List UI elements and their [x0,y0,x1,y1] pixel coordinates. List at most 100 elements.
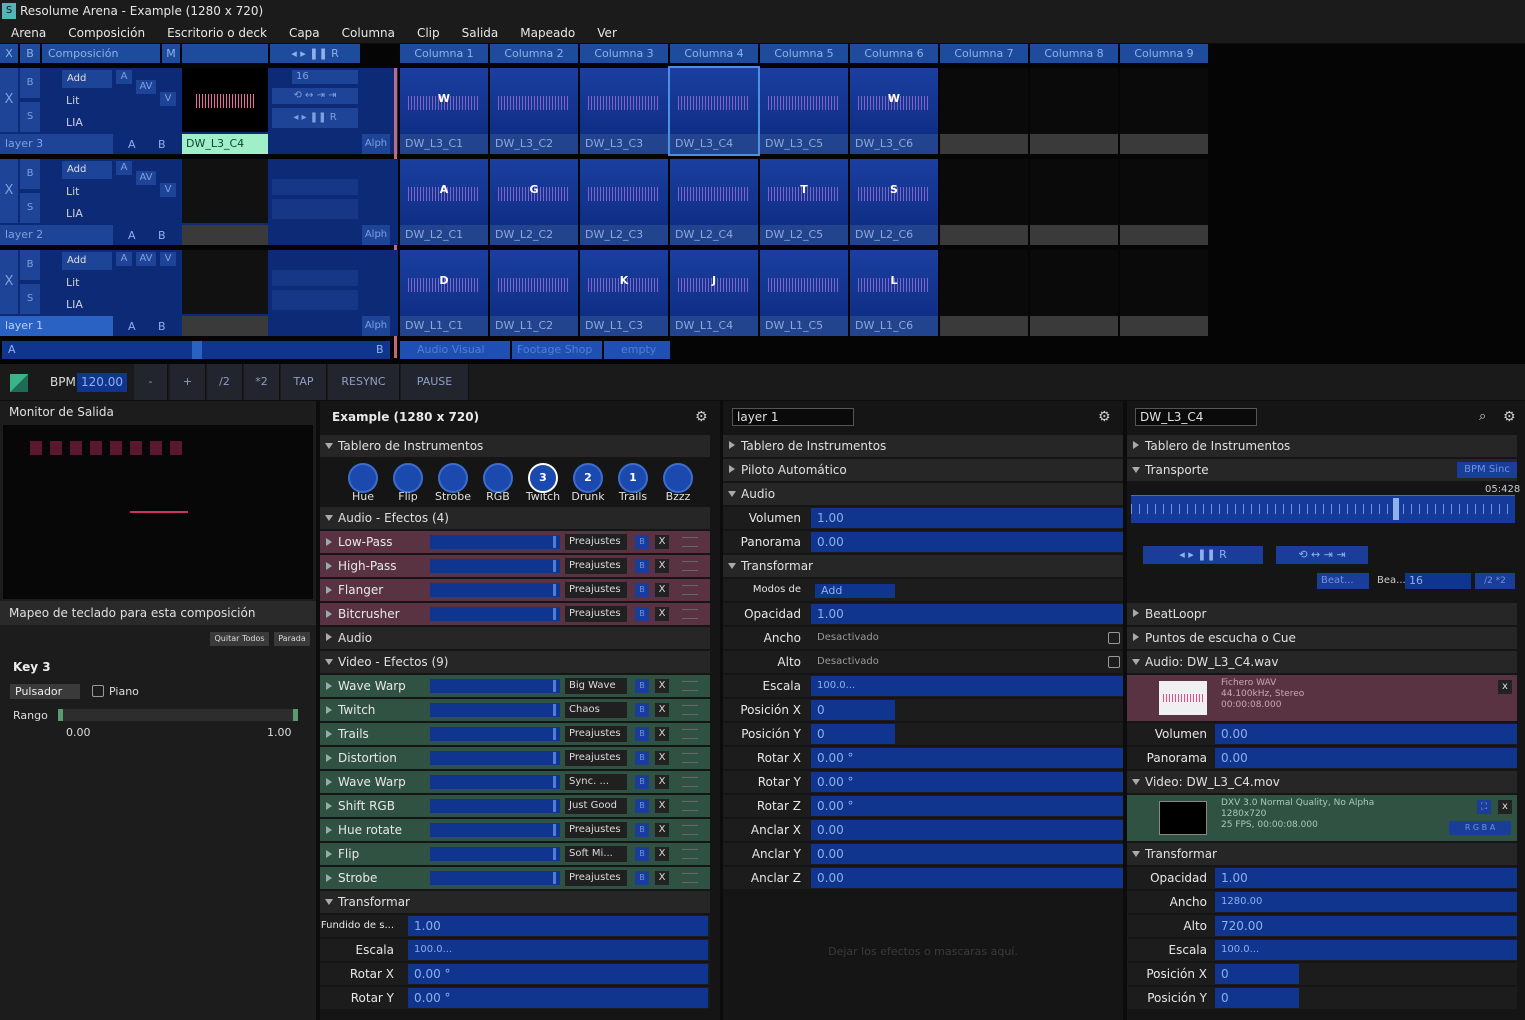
bpm-pause-button[interactable]: PAUSE [401,364,469,400]
param-value[interactable]: 1.00 [1215,868,1517,888]
dashboard-knob[interactable] [483,463,513,493]
clip-name-input[interactable]: DW_L3_C4 [1135,408,1257,426]
param-value[interactable]: 0 [811,724,895,744]
layer-name[interactable]: layer 2 [0,225,113,245]
layer-alpha-button[interactable]: Alph [362,225,390,245]
param-value[interactable]: 0.00 ° [811,772,1123,792]
bpm-plus-button[interactable]: + [170,364,206,400]
bpm-sync-select[interactable]: BPM Sinc [1457,462,1517,478]
deck-tab-empty[interactable]: empty [604,341,670,359]
audio-section[interactable]: Audio [320,627,710,649]
param-value[interactable]: 0.00 ° [408,988,708,1008]
column-header[interactable]: Columna 8 [1030,44,1118,63]
beatloopr-section[interactable]: BeatLoopr [1127,603,1517,625]
layer-crossfade-b[interactable]: B [158,320,166,333]
param-value[interactable]: 720.00 [1215,916,1517,936]
video-effect-row[interactable]: Wave Warp Sync. ... B X [320,771,710,793]
gear-icon[interactable]: ⚙ [695,409,708,425]
layer-option-lia[interactable]: LIA [66,207,83,220]
layer-av-toggle[interactable]: AV [136,80,156,94]
video-effect-row[interactable]: Flip Soft Mi... B X [320,843,710,865]
layer-crossfade-b[interactable]: B [158,229,166,242]
bpm-minus-button[interactable]: - [134,364,168,400]
bpm-resync-button[interactable]: RESYNC [328,364,400,400]
clip-audio-section[interactable]: Audio: DW_L3_C4.wav [1127,651,1517,673]
clip-video-section[interactable]: Video: DW_L3_C4.mov [1127,771,1517,793]
composition-master-slider[interactable] [182,44,268,63]
clip-loop-controls[interactable]: ⟲ ↔ ⇥ ⇥ [1276,546,1368,564]
clip-slot[interactable]: A DW_L2_C1 [400,159,488,245]
column-header[interactable]: Columna 5 [760,44,848,63]
composition-bypass-button[interactable]: X [0,44,18,63]
menu-composition[interactable]: Composición [68,25,146,40]
layer-blend-select[interactable]: Add [62,252,112,270]
clip-slot[interactable]: J DW_L1_C4 [670,250,758,336]
layer-name-input[interactable]: layer 1 [732,408,854,426]
dashboard-knob[interactable] [348,463,378,493]
layer-v-toggle[interactable]: V [160,92,176,106]
column-header[interactable]: Columna 6 [850,44,938,63]
layer-option-lit[interactable]: Lit [66,94,80,107]
clip-slot-active[interactable]: DW_L3_C4 [668,66,760,156]
blend-mode-select[interactable]: Add [815,584,895,598]
menu-output[interactable]: Salida [461,25,499,40]
height-checkbox[interactable] [1108,656,1120,668]
empty-clip-slot[interactable] [940,250,1028,336]
param-value[interactable]: 0.00 ° [811,796,1123,816]
menu-column[interactable]: Columna [341,25,395,40]
dashboard-knob[interactable] [438,463,468,493]
clip-slot[interactable]: G DW_L2_C2 [490,159,578,245]
dashboard-knob[interactable]: 1 [618,463,648,493]
clip-slot[interactable]: DW_L3_C3 [580,68,668,154]
param-value[interactable]: 0.00 [1215,724,1517,744]
layer-transform-section[interactable]: Transformar [723,555,1123,577]
clip-slot[interactable]: W DW_L3_C1 [400,68,488,154]
layer-bypass-button[interactable]: X [0,250,18,314]
clip-dashboard-section[interactable]: Tablero de Instrumentos [1127,435,1517,457]
clip-slot[interactable]: DW_L3_C2 [490,68,578,154]
composition-name[interactable]: Composición [42,44,160,63]
empty-clip-slot[interactable] [1030,68,1118,154]
clip-slot[interactable]: DW_L3_C5 [760,68,848,154]
close-icon[interactable]: x [1498,800,1512,814]
param-value[interactable]: 0 [811,700,895,720]
menu-layer[interactable]: Capa [288,25,320,40]
audio-effect-row[interactable]: Bitcrusher Preajustes B X [320,603,710,625]
dashboard-knob-selected[interactable]: 3 [528,463,558,493]
video-effect-row[interactable]: Twitch Chaos B X [320,699,710,721]
video-effect-row[interactable]: Hue rotate Preajustes B X [320,819,710,841]
range-slider[interactable] [58,709,298,721]
cue-points-section[interactable]: Puntos de escucha o Cue [1127,627,1517,649]
layer-s-button[interactable]: S [20,102,40,132]
param-value[interactable]: 0.00 [811,868,1123,888]
audio-effect-row[interactable]: High-Pass Preajustes B X [320,555,710,577]
menu-arena[interactable]: Arena [11,25,47,40]
clip-slot[interactable]: T DW_L2_C5 [760,159,848,245]
clip-slot[interactable]: DW_L1_C5 [760,250,848,336]
video-effect-row[interactable]: Trails Preajustes B X [320,723,710,745]
layer-b-button[interactable]: B [20,159,40,189]
clip-transport[interactable]: ◂ ▸ ❚❚ R [1143,546,1263,564]
param-value[interactable]: 1280.00 [1215,892,1517,912]
layer-bypass-button[interactable]: X [0,159,18,223]
param-value[interactable]: 0.00 [811,532,1123,552]
layer-dashboard-section[interactable]: Tablero de Instrumentos [723,435,1123,457]
video-effect-row[interactable]: Shift RGB Just Good B X [320,795,710,817]
empty-clip-slot[interactable] [940,68,1028,154]
bpm-value-input[interactable]: 120.00 [77,373,127,392]
param-value[interactable]: 100.0... [408,940,708,960]
layer-loop-controls[interactable] [272,179,358,195]
audio-effect-row[interactable]: Flanger Preajustes B X [320,579,710,601]
layer-av-toggle[interactable]: AV [136,171,156,185]
clear-all-button[interactable]: Quitar Todos [210,632,269,646]
video-effects-section[interactable]: Video - Efectos (9) [320,651,710,673]
clip-slot[interactable]: D DW_L1_C1 [400,250,488,336]
param-value[interactable]: 0.00 ° [408,964,708,984]
crossfader[interactable]: A B [2,341,390,359]
menu-deck[interactable]: Escritorio o deck [167,25,267,40]
layer-name[interactable]: layer 3 [0,134,113,154]
clip-slot[interactable]: K DW_L1_C3 [580,250,668,336]
composition-b-button[interactable]: B [20,44,40,63]
column-header[interactable]: Columna 3 [580,44,668,63]
empty-clip-slot[interactable] [1030,250,1118,336]
